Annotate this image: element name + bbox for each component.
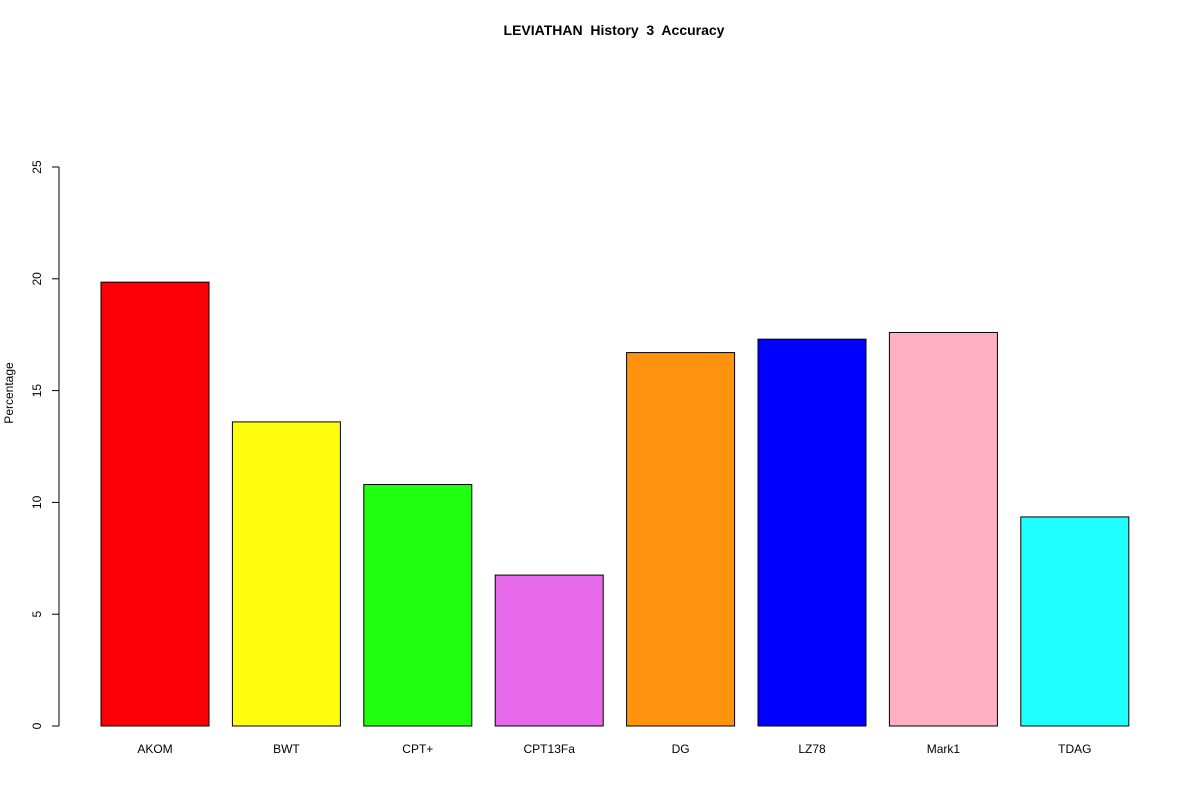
bars — [100, 281, 1130, 727]
x-tick-label: LZ78 — [798, 742, 826, 756]
bar-akom — [100, 281, 210, 727]
x-tick-label: TDAG — [1058, 742, 1091, 756]
y-tick-label: 10 — [30, 495, 44, 509]
x-tick-label: AKOM — [137, 742, 172, 756]
y-axis-label: Percentage — [2, 362, 16, 424]
x-tick-label: Mark1 — [927, 742, 961, 756]
chart-title: LEVIATHAN History 3 Accuracy — [504, 22, 725, 38]
bar-cpt — [363, 484, 473, 727]
bar-tdag — [1020, 516, 1130, 727]
x-tick-label: BWT — [273, 742, 300, 756]
bar-mark1 — [888, 331, 998, 727]
x-axis-labels: AKOM BWT CPT+ CPT13Fa DG LZ78 Mark1 TDAG — [137, 742, 1091, 756]
y-axis: 0 5 10 15 20 25 — [30, 160, 60, 729]
bar-cpt13fa — [494, 574, 604, 727]
y-tick-label: 20 — [30, 272, 44, 286]
y-tick-label: 0 — [30, 722, 44, 729]
y-tick-label: 25 — [30, 160, 44, 174]
x-tick-label: CPT13Fa — [524, 742, 576, 756]
x-tick-label: DG — [672, 742, 690, 756]
bar-bwt — [231, 421, 341, 727]
bar-lz78 — [757, 338, 867, 727]
y-tick-label: 15 — [30, 384, 44, 398]
bar-dg — [626, 352, 736, 727]
x-tick-label: CPT+ — [402, 742, 433, 756]
y-tick-label: 5 — [30, 611, 44, 618]
